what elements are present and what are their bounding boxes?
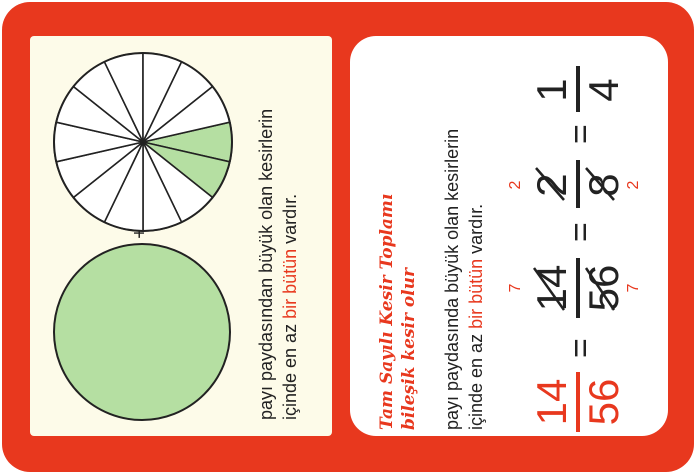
cancel-factor-bottom-2: 2 [625, 180, 642, 189]
equals-sign-2: = [562, 222, 600, 242]
fraction4-denominator: 4 [580, 78, 627, 101]
cancel-factor-bottom-1: 7 [625, 283, 642, 292]
plus-sign: + [129, 227, 151, 239]
left-text-group: payı paydasından büyük olan kesirlerin i… [256, 109, 300, 420]
fraction2-numerator-strike [532, 267, 566, 311]
fraction1-numerator: 14 [528, 379, 575, 426]
fraction2-denominator-strike [584, 267, 616, 311]
fraction3-denominator: 8 [580, 173, 627, 196]
pie-outline [53, 52, 233, 232]
equation: 14 56 = 14 56 7 7 = 2 8 2 2 = 1 4 [507, 66, 642, 432]
right-title-group: Tam Sayılı Kesir Toplamı bileşik kesir o… [377, 194, 419, 430]
cancel-factor-top-1: 7 [507, 283, 524, 292]
fraction1-denominator: 56 [580, 379, 627, 426]
fraction2-numerator: 14 [528, 265, 575, 312]
fraction4-numerator: 1 [528, 78, 575, 101]
fraction3-numerator-strike [535, 167, 565, 201]
fraction3-denominator-strike [585, 167, 615, 201]
right-title-line2: bileşik kesir olur [399, 267, 419, 430]
right-body-line1: payı paydasında büyük olan kesirlerin [442, 129, 462, 430]
right-body-line2: içinde en az bir bütün vardır. [466, 204, 486, 430]
whole-circle [53, 243, 231, 421]
left-text-line2: içinde en az bir bütün vardır. [280, 194, 300, 420]
right-panel [350, 36, 668, 436]
right-body-group: payı paydasında büyük olan kesirlerin iç… [442, 129, 486, 430]
equals-sign-3: = [562, 124, 600, 144]
cancel-factor-top-2: 2 [507, 180, 524, 189]
left-text-line1: payı paydasından büyük olan kesirlerin [256, 109, 276, 420]
right-body-highlight: bir bütün [466, 259, 486, 329]
fraction-pie [53, 52, 233, 232]
left-text-highlight: bir bütün [280, 249, 300, 319]
equals-sign-1: = [562, 338, 600, 358]
right-title-line1: Tam Sayılı Kesir Toplamı [377, 194, 397, 430]
